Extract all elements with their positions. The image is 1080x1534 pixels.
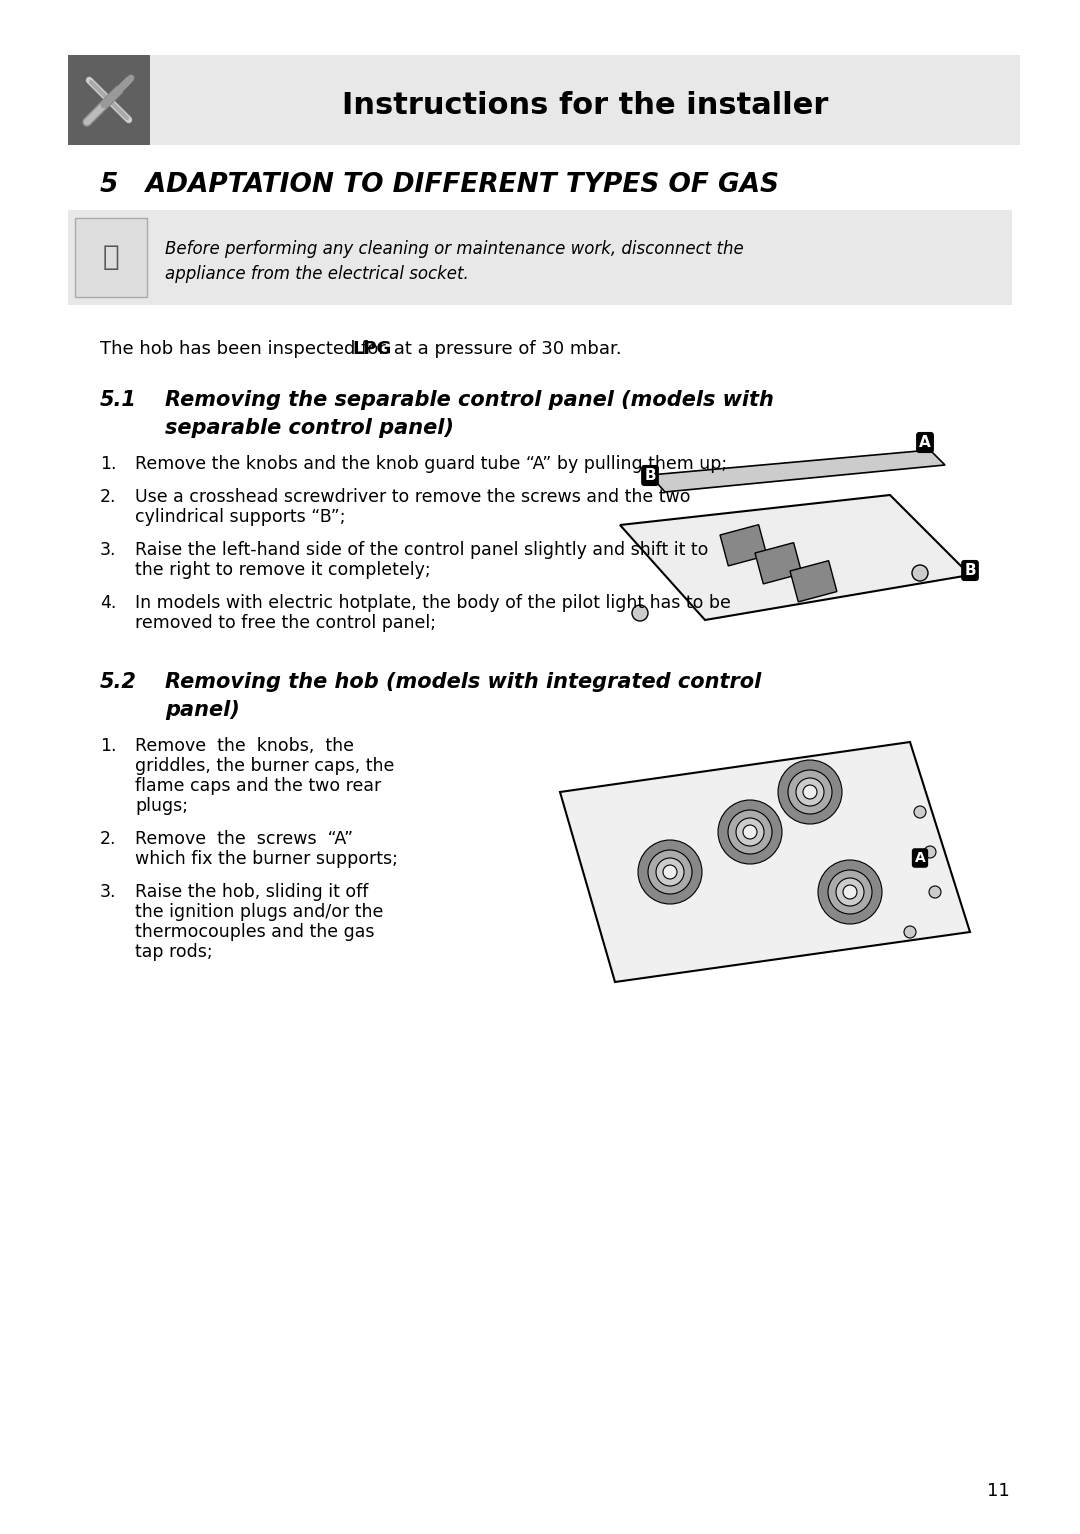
Bar xyxy=(150,55,1020,146)
Text: Remove  the  screws  “A”: Remove the screws “A” xyxy=(135,830,353,848)
Bar xyxy=(755,543,802,584)
Text: thermocouples and the gas: thermocouples and the gas xyxy=(135,923,375,940)
Text: In models with electric hotplate, the body of the pilot light has to be: In models with electric hotplate, the bo… xyxy=(135,594,731,612)
Text: 2.: 2. xyxy=(100,488,117,506)
Text: 11: 11 xyxy=(987,1482,1010,1500)
Text: panel): panel) xyxy=(165,700,240,719)
Text: cylindrical supports “B”;: cylindrical supports “B”; xyxy=(135,508,346,526)
Bar xyxy=(68,210,1012,305)
Circle shape xyxy=(663,865,677,879)
Text: B: B xyxy=(964,563,976,578)
Text: separable control panel): separable control panel) xyxy=(165,417,454,439)
Text: 3.: 3. xyxy=(100,542,117,558)
Circle shape xyxy=(836,877,864,907)
Text: removed to free the control panel;: removed to free the control panel; xyxy=(135,614,436,632)
Text: The hob has been inspected for: The hob has been inspected for xyxy=(100,341,392,357)
Text: Raise the left-hand side of the control panel slightly and shift it to: Raise the left-hand side of the control … xyxy=(135,542,708,558)
Text: Instructions for the installer: Instructions for the installer xyxy=(341,92,828,121)
Circle shape xyxy=(648,850,692,894)
Circle shape xyxy=(743,825,757,839)
Text: Removing the hob (models with integrated control: Removing the hob (models with integrated… xyxy=(165,672,761,692)
Polygon shape xyxy=(561,742,970,982)
Circle shape xyxy=(914,805,926,818)
Text: Use a crosshead screwdriver to remove the screws and the two: Use a crosshead screwdriver to remove th… xyxy=(135,488,690,506)
Text: Remove  the  knobs,  the: Remove the knobs, the xyxy=(135,736,354,755)
Circle shape xyxy=(778,759,842,824)
Text: ⏻: ⏻ xyxy=(103,244,119,272)
Text: A: A xyxy=(919,436,931,449)
Text: 1.: 1. xyxy=(100,736,117,755)
Text: Removing the separable control panel (models with: Removing the separable control panel (mo… xyxy=(165,390,774,410)
Circle shape xyxy=(804,785,816,799)
Polygon shape xyxy=(620,495,970,620)
Text: 1.: 1. xyxy=(100,456,117,472)
Bar xyxy=(720,525,767,566)
Circle shape xyxy=(912,565,928,581)
Text: the ignition plugs and/or the: the ignition plugs and/or the xyxy=(135,904,383,920)
Bar xyxy=(789,560,837,601)
Text: 2.: 2. xyxy=(100,830,117,848)
Text: 5   ADAPTATION TO DIFFERENT TYPES OF GAS: 5 ADAPTATION TO DIFFERENT TYPES OF GAS xyxy=(100,172,779,198)
Text: Remove the knobs and the knob guard tube “A” by pulling them up;: Remove the knobs and the knob guard tube… xyxy=(135,456,727,472)
Text: 5.2: 5.2 xyxy=(100,672,137,692)
Text: 3.: 3. xyxy=(100,884,117,900)
Text: 5.1: 5.1 xyxy=(100,390,137,410)
Text: B: B xyxy=(644,468,656,483)
Circle shape xyxy=(929,887,941,897)
Text: at a pressure of 30 mbar.: at a pressure of 30 mbar. xyxy=(388,341,622,357)
Circle shape xyxy=(728,810,772,854)
Text: LPG: LPG xyxy=(352,341,391,357)
Circle shape xyxy=(632,604,648,621)
Text: 4.: 4. xyxy=(100,594,117,612)
Polygon shape xyxy=(650,449,945,492)
Text: which fix the burner supports;: which fix the burner supports; xyxy=(135,850,397,868)
Text: A: A xyxy=(915,851,926,865)
Text: griddles, the burner caps, the: griddles, the burner caps, the xyxy=(135,756,394,775)
Circle shape xyxy=(788,770,832,815)
Circle shape xyxy=(656,858,684,887)
Circle shape xyxy=(828,870,872,914)
Circle shape xyxy=(718,801,782,864)
Circle shape xyxy=(638,841,702,904)
Text: appliance from the electrical socket.: appliance from the electrical socket. xyxy=(165,265,469,282)
Text: tap rods;: tap rods; xyxy=(135,943,213,960)
Circle shape xyxy=(735,818,764,845)
Circle shape xyxy=(818,861,882,923)
Bar xyxy=(68,55,150,146)
Circle shape xyxy=(796,778,824,805)
Text: Raise the hob, sliding it off: Raise the hob, sliding it off xyxy=(135,884,368,900)
Text: Before performing any cleaning or maintenance work, disconnect the: Before performing any cleaning or mainte… xyxy=(165,239,744,258)
Text: flame caps and the two rear: flame caps and the two rear xyxy=(135,778,381,795)
Text: the right to remove it completely;: the right to remove it completely; xyxy=(135,561,431,578)
Circle shape xyxy=(924,845,936,858)
Circle shape xyxy=(904,927,916,937)
Bar xyxy=(75,218,147,298)
Circle shape xyxy=(843,885,858,899)
Text: plugs;: plugs; xyxy=(135,798,188,815)
